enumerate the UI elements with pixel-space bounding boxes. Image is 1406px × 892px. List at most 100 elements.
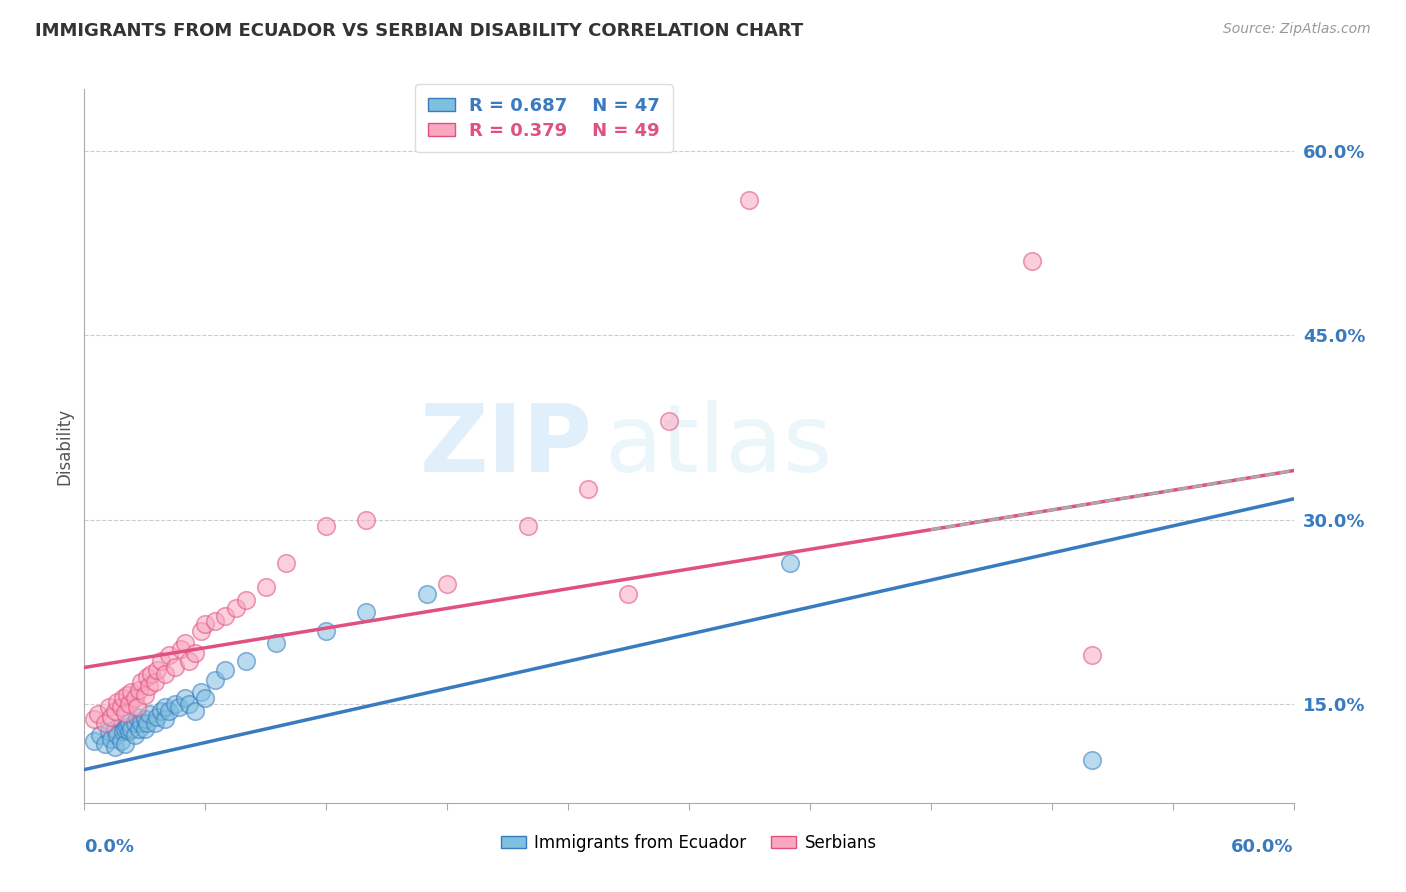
Point	[143, 675, 166, 690]
Point	[157, 704, 180, 718]
Point	[115, 719, 138, 733]
Point	[129, 675, 152, 690]
Point	[125, 699, 148, 714]
Point	[124, 715, 146, 730]
Point	[165, 698, 187, 712]
Point	[174, 691, 197, 706]
Point	[104, 740, 127, 755]
Point	[264, 636, 287, 650]
Legend: Immigrants from Ecuador, Serbians: Immigrants from Ecuador, Serbians	[495, 828, 883, 859]
Point	[274, 556, 297, 570]
Text: ZIP: ZIP	[419, 400, 592, 492]
Point	[436, 576, 458, 591]
Point	[100, 709, 122, 723]
Point	[235, 654, 257, 668]
Point	[105, 695, 128, 709]
Point	[125, 709, 148, 723]
Point	[356, 605, 378, 619]
Point	[1081, 753, 1104, 767]
Point	[118, 698, 141, 712]
Point	[97, 699, 120, 714]
Point	[83, 734, 105, 748]
Point	[214, 663, 236, 677]
Point	[165, 660, 187, 674]
Point	[153, 699, 176, 714]
Point	[146, 663, 169, 677]
Point	[179, 654, 201, 668]
Point	[100, 731, 122, 746]
Point	[114, 706, 136, 720]
Point	[576, 482, 599, 496]
Point	[356, 513, 378, 527]
Point	[194, 691, 217, 706]
Point	[149, 654, 172, 668]
Point	[114, 737, 136, 751]
Point	[118, 715, 141, 730]
Point	[129, 715, 152, 730]
Text: 60.0%: 60.0%	[1232, 838, 1294, 856]
Point	[89, 728, 111, 742]
Point	[138, 707, 160, 722]
Point	[516, 519, 538, 533]
Point	[83, 712, 105, 726]
Point	[114, 722, 136, 736]
Point	[104, 722, 127, 736]
Point	[225, 601, 247, 615]
Text: atlas: atlas	[605, 400, 832, 492]
Point	[153, 666, 176, 681]
Point	[315, 519, 337, 533]
Point	[779, 556, 801, 570]
Point	[190, 624, 212, 638]
Point	[254, 581, 277, 595]
Point	[135, 670, 157, 684]
Point	[135, 715, 157, 730]
Point	[111, 691, 134, 706]
Point	[1021, 254, 1043, 268]
Point	[93, 737, 115, 751]
Point	[738, 193, 761, 207]
Point	[170, 642, 193, 657]
Point	[174, 636, 197, 650]
Point	[118, 724, 141, 739]
Point	[138, 679, 160, 693]
Point	[194, 617, 217, 632]
Point	[179, 698, 201, 712]
Point	[104, 704, 127, 718]
Point	[658, 414, 681, 428]
Point	[124, 728, 146, 742]
Point	[315, 624, 337, 638]
Point	[128, 722, 150, 736]
Point	[110, 734, 132, 748]
Point	[204, 673, 226, 687]
Point	[153, 712, 176, 726]
Point	[204, 614, 226, 628]
Point	[93, 715, 115, 730]
Point	[97, 724, 120, 739]
Point	[105, 728, 128, 742]
Point	[134, 722, 156, 736]
Point	[128, 682, 150, 697]
Text: IMMIGRANTS FROM ECUADOR VS SERBIAN DISABILITY CORRELATION CHART: IMMIGRANTS FROM ECUADOR VS SERBIAN DISAB…	[35, 22, 803, 40]
Point	[184, 646, 207, 660]
Point	[146, 709, 169, 723]
Point	[184, 704, 207, 718]
Point	[167, 699, 190, 714]
Point	[120, 685, 142, 699]
Point	[235, 592, 257, 607]
Point	[110, 699, 132, 714]
Point	[134, 688, 156, 702]
Point	[617, 587, 640, 601]
Point	[139, 666, 162, 681]
Point	[1081, 648, 1104, 662]
Point	[111, 724, 134, 739]
Point	[157, 648, 180, 662]
Text: 0.0%: 0.0%	[84, 838, 135, 856]
Point	[124, 691, 146, 706]
Text: Source: ZipAtlas.com: Source: ZipAtlas.com	[1223, 22, 1371, 37]
Y-axis label: Disability: Disability	[55, 408, 73, 484]
Point	[190, 685, 212, 699]
Point	[416, 587, 439, 601]
Point	[115, 688, 138, 702]
Point	[87, 707, 110, 722]
Point	[120, 722, 142, 736]
